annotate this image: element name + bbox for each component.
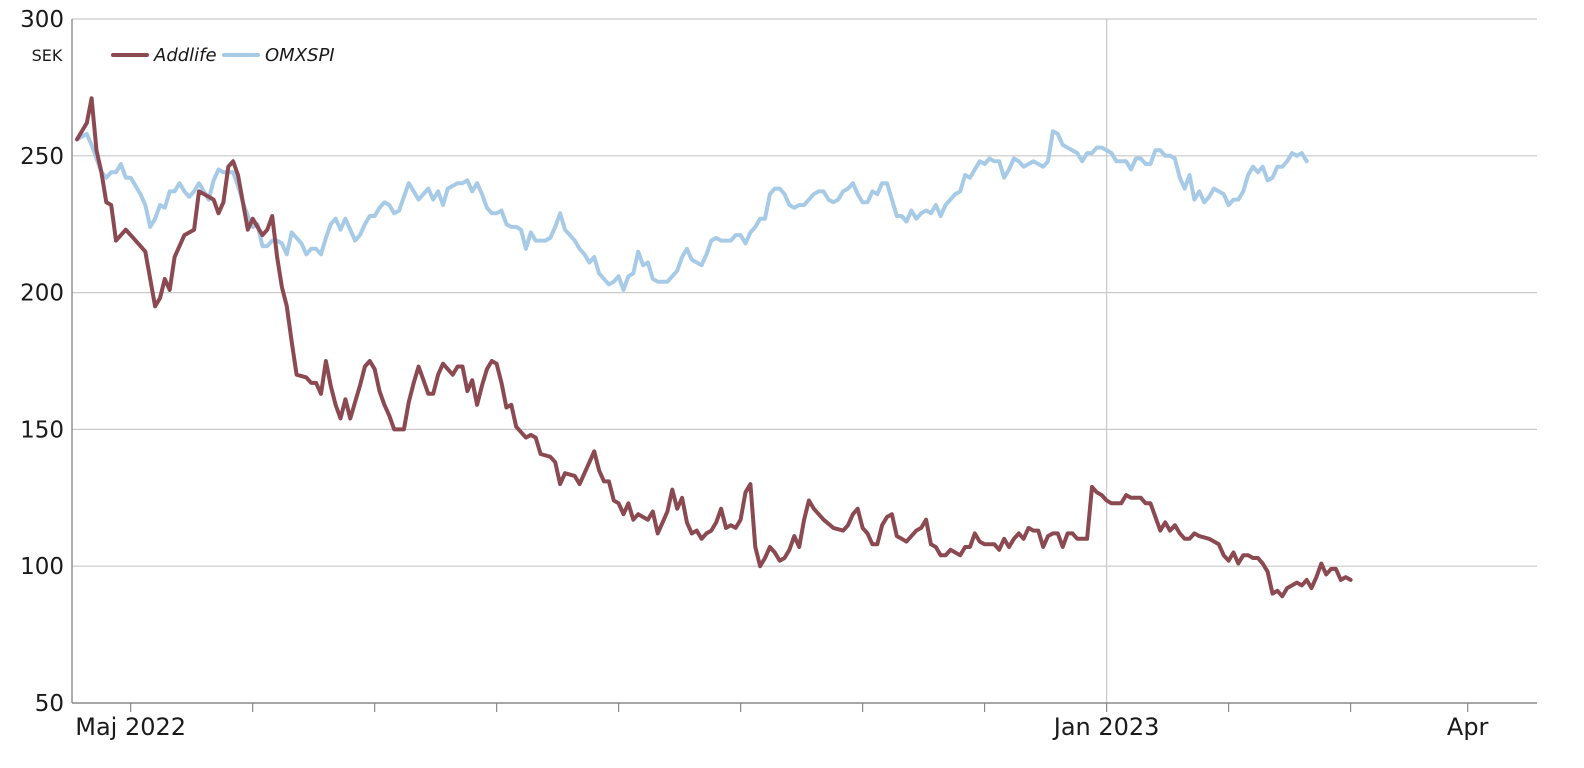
y-axis-unit-label: SEK (32, 46, 63, 65)
series-line-addlife (75, 96, 1353, 599)
y-tick-label-50: 50 (35, 691, 64, 717)
x-tick-label-2: Apr (1447, 713, 1489, 741)
y-tick-label-200: 200 (20, 281, 64, 307)
x-tick-label-0: Maj 2022 (75, 713, 186, 741)
legend-label-addlife: Addlife (153, 45, 217, 66)
y-tick-label-150: 150 (20, 417, 64, 443)
legend: Addlife OMXSPI (111, 45, 335, 66)
series-line-omxspi (75, 129, 1309, 292)
x-axis-ticks: Maj 2022 Jan 2023 Apr (75, 703, 1489, 741)
y-tick-label-100: 100 (20, 554, 64, 580)
y-tick-label-300: 300 (20, 7, 64, 33)
y-axis-tick-labels: 50 100 150 200 250 300 (20, 7, 64, 717)
x-tick-label-1: Jan 2023 (1052, 713, 1160, 741)
axes (71, 19, 1537, 704)
legend-label-omxspi: OMXSPI (265, 45, 335, 66)
y-tick-label-250: 250 (20, 144, 64, 170)
series-lines (75, 96, 1353, 599)
gridlines (72, 18, 1537, 567)
